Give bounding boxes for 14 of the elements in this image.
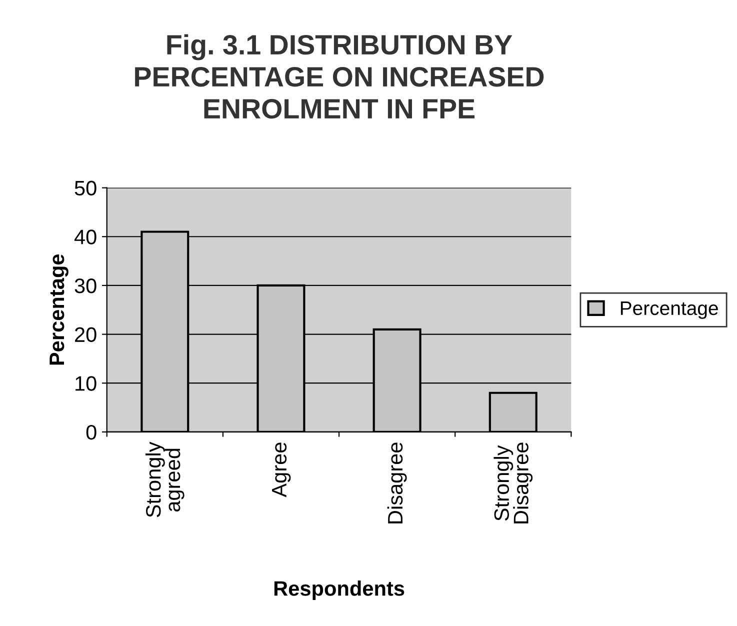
x-tick-label: Agree [272,442,291,498]
y-tick-label: 10 [76,376,96,391]
chart-title: Fig. 3.1 DISTRIBUTION BY PERCENTAGE ON INCREASED ENROLMENT IN FPE [135,34,544,119]
y-tick-label: 0 [86,424,96,440]
x-axis-title: Respondents [274,580,404,600]
x-tick-label: Strongly agreed [145,442,184,518]
y-tick-label: 20 [75,327,96,342]
x-tick-label: Disagree [387,442,407,524]
legend-label: Percentage [620,302,718,319]
y-tick-label: 30 [74,278,96,294]
x-tick-label: Strongly Disagree [494,442,533,524]
y-tick-label: 50 [74,180,96,196]
y-tick-label: 40 [74,230,96,244]
y-axis-title: Percentage [50,254,68,365]
